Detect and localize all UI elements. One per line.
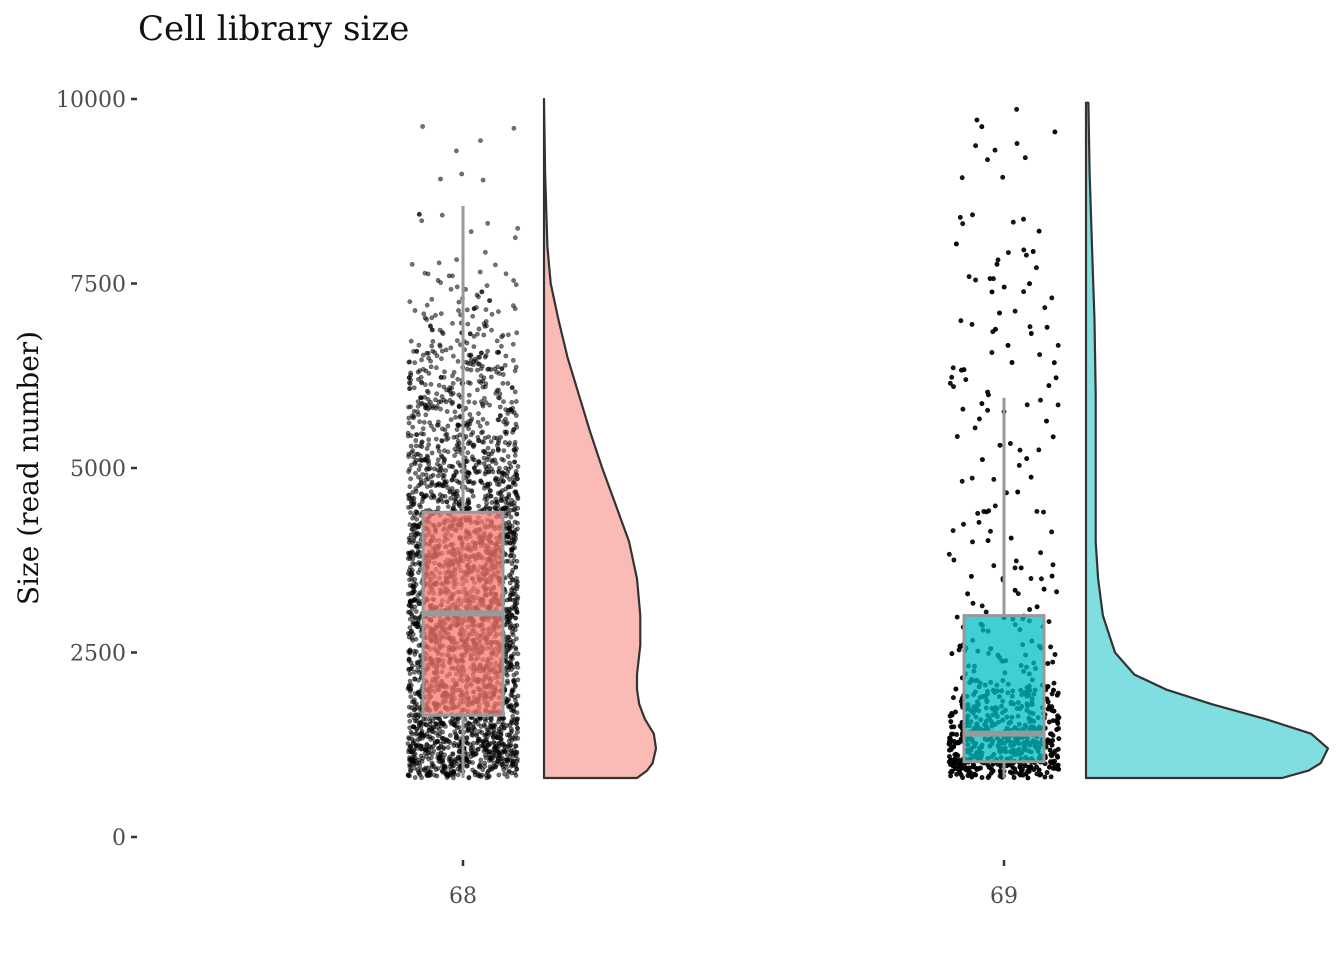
axis: 0 2500 5000 7500 10000 68 69 — [56, 88, 1018, 909]
y-axis-label: Size (read number) — [12, 331, 45, 605]
density-area-69 — [1086, 103, 1328, 778]
y-tick-label: 5000 — [70, 457, 126, 482]
y-tick-label: 7500 — [70, 273, 126, 298]
x-tick-label: 69 — [990, 884, 1018, 909]
density-area-68 — [544, 99, 656, 778]
y-tick-label: 0 — [112, 826, 126, 851]
box-iqr — [964, 616, 1044, 762]
chart-title: Cell library size — [138, 9, 409, 49]
y-tick-label: 10000 — [56, 88, 126, 113]
y-tick-label: 2500 — [70, 642, 126, 667]
density-layer — [544, 99, 1328, 778]
box-plot-69 — [964, 398, 1044, 778]
x-tick-label: 68 — [449, 884, 477, 909]
